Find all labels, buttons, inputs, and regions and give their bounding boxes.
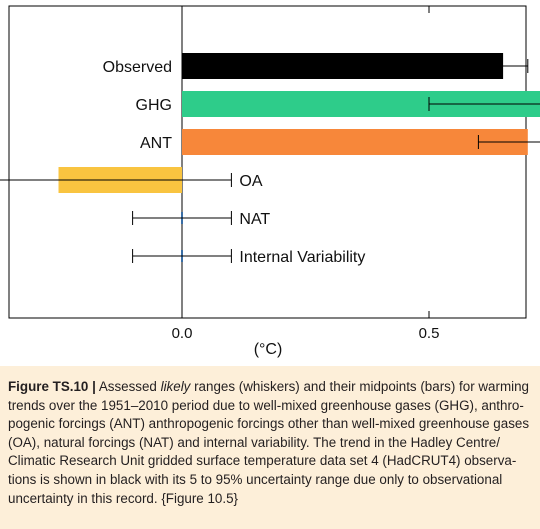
x-tick-label-1: 0.0 (172, 325, 193, 342)
label-ant: ANT (140, 135, 172, 152)
caption-line-7: uncertainty in this record. {Figure 10.5… (8, 490, 239, 506)
label-observed: Observed (103, 59, 172, 76)
label-nat: NAT (239, 211, 270, 228)
caption-line-3: pogenic forcings (ANT) anthropogenic for… (8, 416, 530, 432)
caption-line-6: tions is shown in black with its 5 to 95… (8, 471, 503, 487)
caption-likely: likely (160, 379, 191, 394)
label-oa: OA (239, 173, 262, 190)
bar-ant (182, 129, 528, 155)
x-axis-label: (°C) (254, 341, 283, 358)
label-ghg: GHG (136, 97, 172, 114)
bar-observed (182, 53, 504, 79)
plot-frame (8, 5, 527, 319)
figure-caption: Figure TS.10 | Assessed likely ranges (w… (8, 378, 532, 508)
caption-label: Figure TS.10 | (8, 379, 96, 394)
caption-line-1: ranges (whiskers) and their midpoints (b… (190, 379, 529, 394)
caption-line-5: Climatic Research Unit gridded surface t… (8, 453, 517, 469)
caption-line-4: (OA), natural forcings (NAT) and interna… (8, 434, 500, 450)
label-internal-variability: Internal Variability (239, 249, 365, 266)
caption-line-0: Assessed (98, 379, 161, 394)
caption-background (0, 366, 540, 529)
caption-line-2: trends over the 1951–2010 period due to … (8, 397, 524, 413)
x-axis: -0.50.00.51.0 (172, 6, 440, 342)
x-tick-label-2: 0.5 (419, 325, 440, 342)
bars-group: Observed GHG ANT OA NAT Internal Variability (0, 53, 540, 266)
